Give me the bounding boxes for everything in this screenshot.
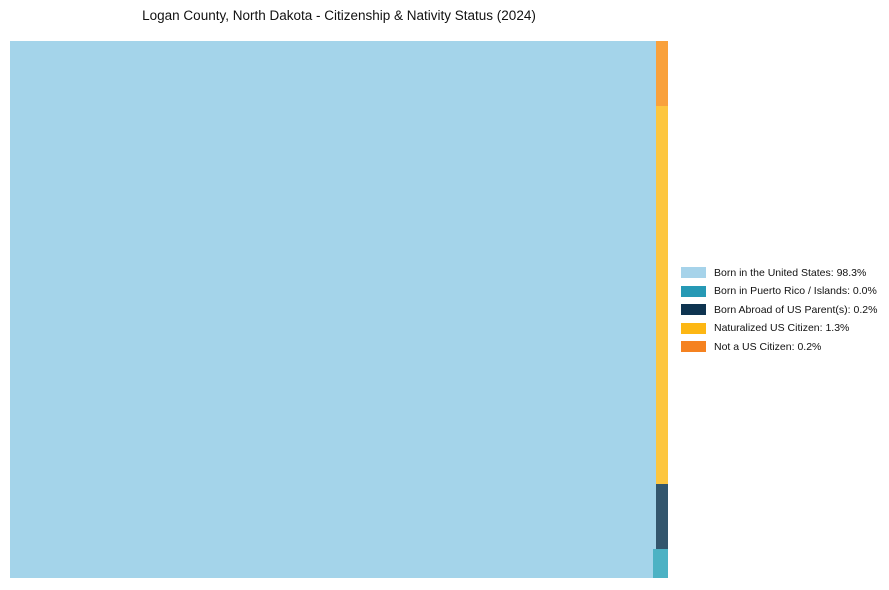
legend-label-not-a-us-citizen: Not a US Citizen: 0.2% [714,340,822,353]
chart-title: Logan County, North Dakota - Citizenship… [142,8,536,23]
legend-item-born-abroad-us-parents: Born Abroad of US Parent(s): 0.2% [681,304,877,316]
legend-label-naturalized-us-citizen: Naturalized US Citizen: 1.3% [714,322,850,334]
legend: Born in the United States: 98.3% Born in… [681,267,877,353]
treemap-cell-born-in-puerto-rico-islands [653,549,668,578]
legend-item-born-in-puerto-rico-islands: Born in Puerto Rico / Islands: 0.0% [681,285,877,298]
treemap-cell-naturalized-us-citizen [656,106,668,484]
legend-label-born-abroad-us-parents: Born Abroad of US Parent(s): 0.2% [714,303,878,316]
legend-item-naturalized-us-citizen: Naturalized US Citizen: 1.3% [681,322,877,335]
legend-label-born-in-puerto-rico-islands: Born in Puerto Rico / Islands: 0.0% [714,285,877,297]
legend-item-born-in-us: Born in the United States: 98.3% [681,267,877,279]
legend-swatch-born-in-us [681,267,706,279]
legend-swatch-born-abroad-us-parents [681,304,706,316]
treemap-cell-born-abroad-us-parents [656,484,668,549]
legend-swatch-born-in-puerto-rico-islands [681,285,706,297]
treemap-cell-not-a-us-citizen [656,41,668,106]
legend-swatch-not-a-us-citizen [681,341,706,353]
legend-item-not-a-us-citizen: Not a US Citizen: 0.2% [681,341,877,353]
legend-swatch-naturalized-us-citizen [681,322,706,334]
legend-label-born-in-us: Born in the United States: 98.3% [714,266,867,279]
treemap-cell-born-in-us [10,41,656,578]
